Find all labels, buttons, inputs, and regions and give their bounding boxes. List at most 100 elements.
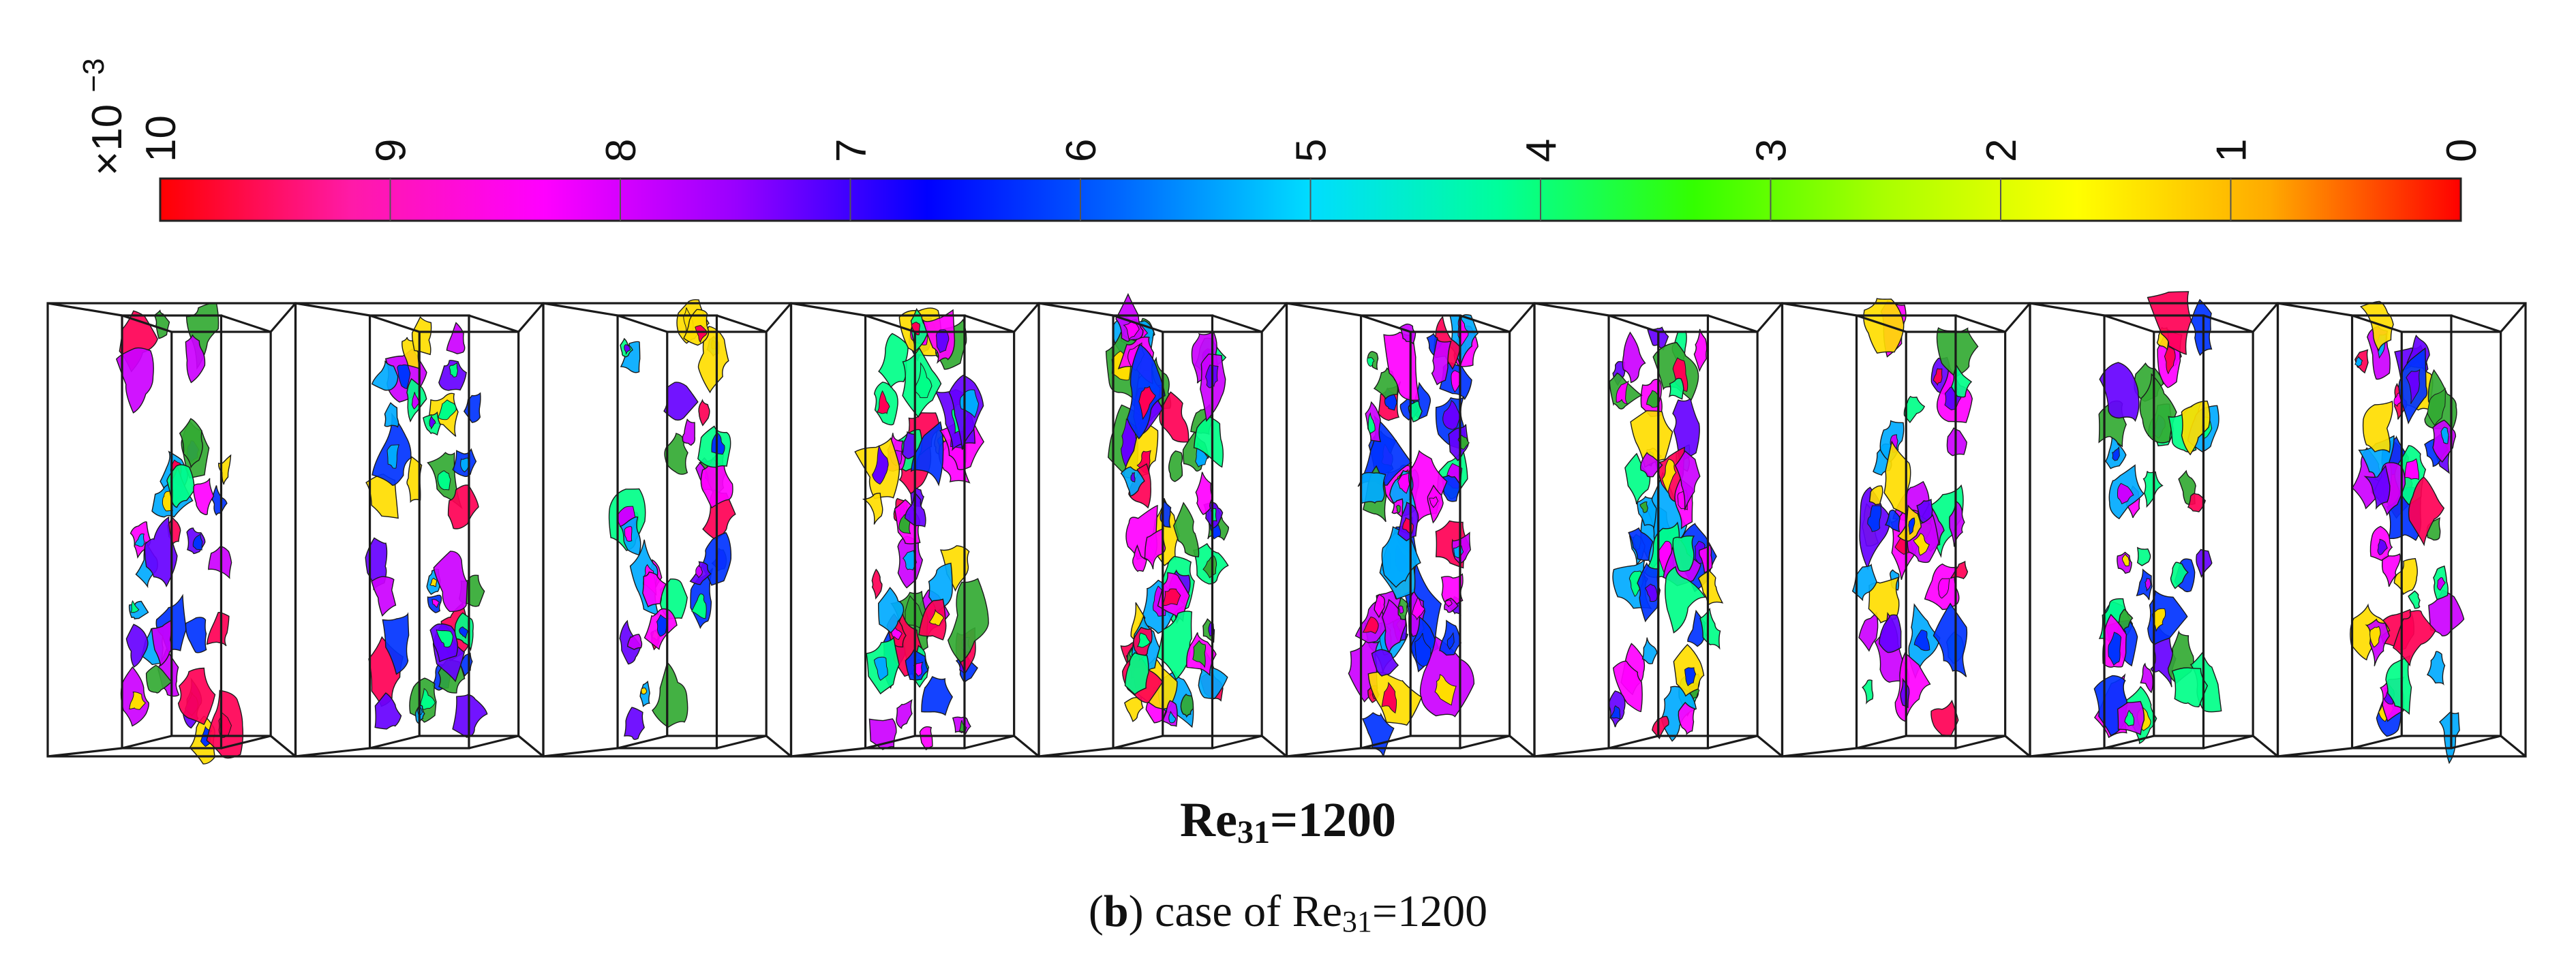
isosurface-blob [2363, 465, 2391, 510]
isosurface-blob [2393, 610, 2436, 667]
isosurface-core [2145, 578, 2151, 592]
panel-1 [46, 302, 297, 765]
panel-4 [789, 302, 1040, 758]
caption-letter: b [1103, 887, 1129, 936]
box-edge [2451, 314, 2502, 333]
isosurface-blob [1193, 416, 1224, 468]
panel-3 [542, 299, 793, 758]
box-inner-face [121, 314, 223, 750]
isosurface-blob [947, 578, 989, 663]
isosurface-blob [2408, 590, 2421, 609]
isosurface-blob [1431, 338, 1452, 386]
box-edge [1955, 735, 2006, 750]
isosurface-core [1913, 533, 1930, 556]
box-edge [1212, 735, 1262, 750]
wireframe-box [542, 302, 793, 758]
isosurface-blob [2136, 546, 2151, 566]
caption-open: ( [1088, 887, 1104, 936]
isosurface-blob [1665, 566, 1706, 634]
box-edge [1534, 747, 1609, 758]
colorbar-tick-label: 9 [368, 139, 415, 162]
box-edge [468, 314, 519, 333]
isosurface-core [1684, 667, 1697, 687]
isosurface-blob [2140, 662, 2153, 694]
isosurface-blobs [116, 303, 244, 765]
isosurface-blobs [2350, 300, 2465, 765]
box-edge [2352, 735, 2402, 750]
isosurface-blob [211, 485, 228, 516]
isosurface-blob [1862, 679, 1874, 705]
isosurface-blob [1930, 699, 1959, 738]
isosurface-blob [698, 399, 710, 427]
wireframe-box [2029, 302, 2279, 758]
colorbar-tick-label: 3 [1748, 139, 1795, 162]
isosurface-blob [910, 421, 944, 487]
box-edge [517, 735, 545, 758]
isosurface-blobs [1607, 326, 1724, 742]
isosurface-blob [1630, 410, 1673, 468]
box-edge [716, 314, 767, 333]
box-edge [2029, 302, 2105, 317]
isosurface-core [1367, 356, 1375, 367]
isosurface-blob [153, 309, 170, 339]
box-edge [1707, 314, 1758, 333]
isosurface-blob [878, 333, 909, 388]
isosurface-blob [1949, 499, 1965, 547]
box-edge [964, 735, 1015, 750]
isosurface-core [2108, 632, 2122, 666]
isosurface-blob [2408, 476, 2445, 546]
box-inner-face [1855, 314, 1957, 750]
case-title-value: =1200 [1269, 792, 1396, 847]
isosurface-blob [626, 634, 643, 650]
box-edge [2202, 314, 2254, 333]
wireframe-box [2276, 302, 2527, 758]
isosurface-core [429, 577, 437, 587]
isosurface-blob [2362, 400, 2393, 453]
box-edge [1782, 302, 1857, 317]
isosurface-core [935, 329, 950, 354]
isosurface-blob [1863, 298, 1905, 354]
isosurface-blob [697, 326, 729, 394]
isosurface-blob [1672, 397, 1700, 462]
multiplier-exponent: −3 [77, 58, 110, 92]
isosurface-blobs [1851, 298, 1979, 738]
isosurface-core [2369, 626, 2381, 648]
isosurface-blob [371, 576, 397, 617]
isosurface-blob [2393, 557, 2418, 596]
box-edge [2029, 747, 2105, 758]
caption-value: =1200 [1372, 887, 1488, 936]
isosurface-blob [1123, 696, 1144, 722]
isosurface-blob [1132, 544, 1147, 572]
isosurface-core [420, 688, 436, 710]
panel-7 [1533, 302, 1784, 758]
box-edge [1708, 735, 1758, 750]
isosurface-blob [1639, 452, 1663, 478]
box-edge [1112, 735, 1164, 750]
isosurface-core [2164, 346, 2176, 375]
isosurface-blob [1936, 327, 1979, 378]
isosurface-blob [144, 516, 178, 587]
box-inner-face [1359, 314, 1461, 750]
isosurface-blob [1674, 450, 1701, 510]
isosurface-core [1616, 380, 1629, 405]
box-edge [1038, 747, 1114, 758]
isosurface-core [2404, 458, 2419, 480]
isosurface-panels [46, 291, 2527, 765]
box-inner-face [2350, 314, 2453, 750]
isosurface-blob [1357, 415, 1412, 487]
isosurface-blob [2136, 568, 2153, 600]
box-edge [1756, 302, 1783, 333]
isosurface-core [397, 364, 411, 389]
isosurface-blob [896, 698, 913, 730]
isosurface-core [1168, 711, 1177, 724]
isosurface-core [711, 432, 725, 455]
caption-text: ) case of Re [1128, 887, 1342, 936]
colorbar-tick-label: 10 [138, 115, 185, 162]
isosurface-blob [620, 341, 641, 373]
colorbar-tick-label: 6 [1058, 139, 1105, 162]
colorbar: 10 9 8 7 6 5 4 3 2 1 0 ×10 −3 [77, 58, 2485, 222]
isosurface-core [1446, 632, 1455, 650]
isosurface-core [2436, 577, 2446, 591]
box-edge [1757, 735, 1783, 758]
